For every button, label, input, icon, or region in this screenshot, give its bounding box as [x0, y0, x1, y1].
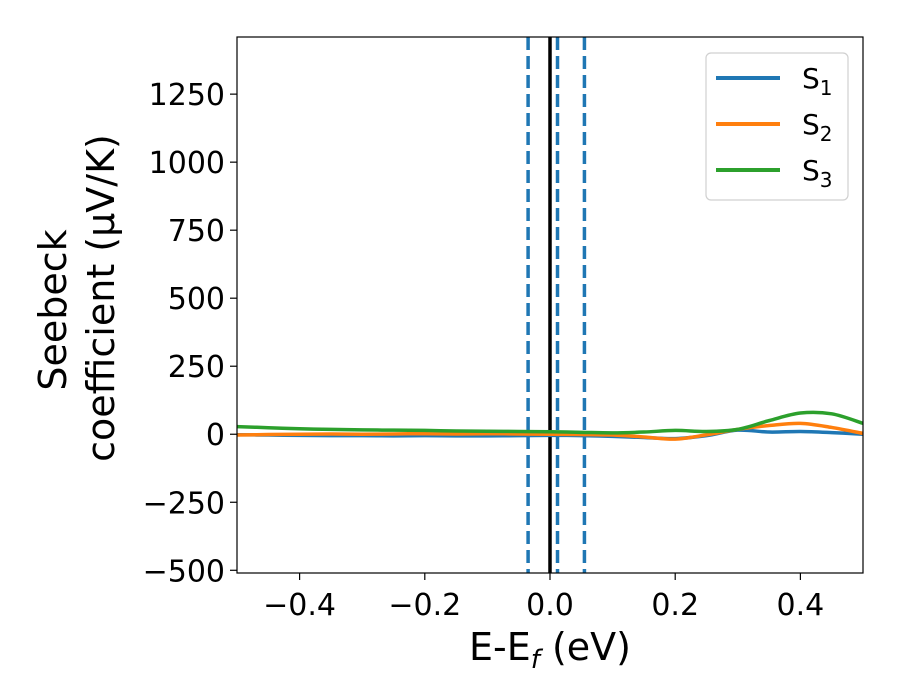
y-axis-label-line2: coefficient (μV/K)	[79, 134, 123, 462]
legend-label-s2: S2	[802, 108, 833, 146]
y-tick-label: 500	[168, 282, 225, 317]
y-axis: −500 −250 0 250 500 750 1000 1250	[143, 78, 237, 589]
series-line-s3	[237, 410, 863, 435]
x-tick-label: −0.2	[388, 588, 461, 623]
reference-lines	[526, 37, 587, 573]
x-axis: −0.4 −0.2 0.0 0.2 0.4	[263, 573, 824, 623]
x-tick-label: 0.0	[526, 588, 574, 623]
y-axis-label-line1: Seebeck	[31, 229, 75, 390]
legend-box	[705, 52, 849, 201]
y-tick-label: −250	[143, 486, 225, 521]
y-tick-label: 1000	[149, 146, 225, 181]
legend-label-s1: S1	[802, 62, 833, 100]
x-axis-label: E-Ef (eV)	[469, 625, 631, 675]
y-tick-label: 250	[168, 350, 225, 385]
plot-area	[237, 37, 863, 573]
x-tick-label: 0.2	[651, 588, 699, 623]
legend-label-subscript: 2	[820, 122, 833, 146]
y-tick-label: 1250	[149, 78, 225, 113]
x-axis-label-unit: (eV)	[540, 625, 631, 669]
legend-label-main: S	[802, 62, 820, 95]
x-tick-label: −0.4	[263, 588, 336, 623]
x-tick-label: 0.4	[777, 588, 825, 623]
x-axis-label-main: E-E	[469, 625, 531, 669]
legend-label-subscript: 3	[820, 168, 833, 192]
y-axis-label: Seebeck coefficient (μV/K)	[31, 134, 123, 462]
y-tick-label: 750	[168, 214, 225, 249]
legend-label-s3: S3	[802, 154, 833, 192]
series-lines	[237, 410, 863, 441]
y-tick-label: 0	[206, 418, 225, 453]
series-line-s2	[237, 421, 863, 441]
legend-label-main: S	[802, 108, 820, 141]
legend-label-subscript: 1	[820, 76, 833, 100]
legend-label-main: S	[802, 154, 820, 187]
y-tick-label: −500	[143, 554, 225, 589]
